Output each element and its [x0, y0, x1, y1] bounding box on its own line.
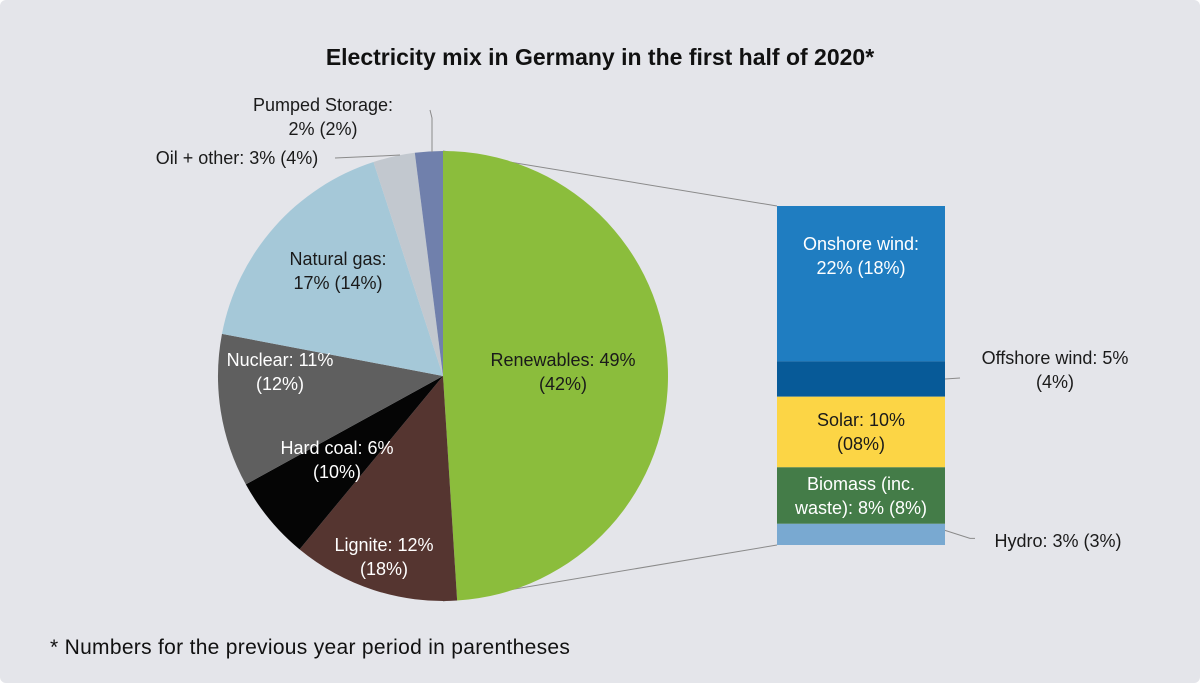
- pie-slice-nuclear: [218, 333, 443, 485]
- leader-line-offshore: [944, 377, 961, 380]
- label-line-2: (4%): [1035, 372, 1074, 392]
- pie-label-nuclear: Nuclear: 11% (12%): [227, 348, 334, 396]
- label-line-1: Hydro: 3% (3%): [994, 531, 1122, 551]
- bar-label-onshore-wind: Onshore wind: 22% (18%): [803, 232, 919, 280]
- label-line-2: (08%): [836, 434, 885, 454]
- footnote: * Numbers for the previous year period i…: [50, 636, 571, 659]
- label-line-1: Renewables: 49%: [490, 350, 636, 370]
- label-line-2: 17% (14%): [293, 273, 383, 293]
- pie-label-hard-coal: Hard coal: 6% (10%): [280, 436, 393, 484]
- bar-segment-hydro: [777, 523, 945, 545]
- pie-slice-natural-gas: [221, 162, 443, 376]
- bar-segment-solar: [777, 396, 945, 468]
- bar-segment-onshore-wind: [777, 206, 945, 362]
- label-line-1: Biomass (inc.: [806, 473, 916, 494]
- pie-slice-lignite: [299, 376, 458, 601]
- label-line-2: waste): 8% (8%): [794, 497, 928, 518]
- pie-label-lignite: Lignite: 12% (18%): [334, 533, 433, 581]
- label-line-2: 2% (2%): [288, 119, 358, 139]
- label-line-1: Natural gas:: [289, 249, 387, 269]
- label-line-1: Lignite: 12%: [334, 535, 434, 555]
- bar-label-solar: Solar: 10% (08%): [817, 408, 905, 456]
- pie-slice-oil-other: [373, 152, 443, 376]
- bar-label-hydro: Hydro: 3% (3%): [994, 529, 1121, 553]
- pie-slice-pumped-storage: [414, 151, 443, 376]
- label-line-1: Offshore wind: 5%: [981, 348, 1129, 368]
- label-line-1: Onshore wind:: [802, 233, 920, 254]
- label-line-1: Pumped Storage:: [252, 95, 394, 115]
- bar-segment-offshore-wind: [777, 361, 945, 397]
- label-line-1: Hard coal: 6%: [280, 438, 394, 458]
- pie-label-natural-gas: Natural gas: 17% (14%): [289, 247, 386, 295]
- label-line-2: (12%): [255, 374, 304, 394]
- label-line-2: (42%): [538, 374, 587, 394]
- leader-line-hydro: [944, 529, 975, 539]
- label-line-1: Nuclear: 11%: [226, 350, 334, 370]
- leader-line-oil: [334, 154, 401, 159]
- bar-segment-biomass: [777, 467, 945, 524]
- label-line-1: Oil + other: 3% (4%): [155, 148, 319, 168]
- leader-line-pumped-storage: [429, 109, 433, 152]
- chart-title: Electricity mix in Germany in the first …: [325, 44, 875, 70]
- label-line-2: 22% (18%): [816, 257, 906, 278]
- bar-label-biomass: Biomass (inc. waste): 8% (8%): [795, 472, 927, 520]
- label-line-2: (18%): [359, 559, 409, 579]
- pie-slice-renewables: [443, 151, 669, 601]
- label-line-1: Solar: 10%: [816, 410, 906, 430]
- pie-label-renewables: Renewables: 49% (42%): [490, 348, 635, 396]
- pie-label-pumped-storage: Pumped Storage: 2% (2%): [253, 93, 393, 141]
- pie-label-oil-other: Oil + other: 3% (4%): [156, 146, 319, 170]
- bar-label-offshore-wind: Offshore wind: 5% (4%): [982, 346, 1129, 394]
- label-line-2: (10%): [312, 462, 361, 482]
- pie-slice-hard-coal: [245, 376, 443, 550]
